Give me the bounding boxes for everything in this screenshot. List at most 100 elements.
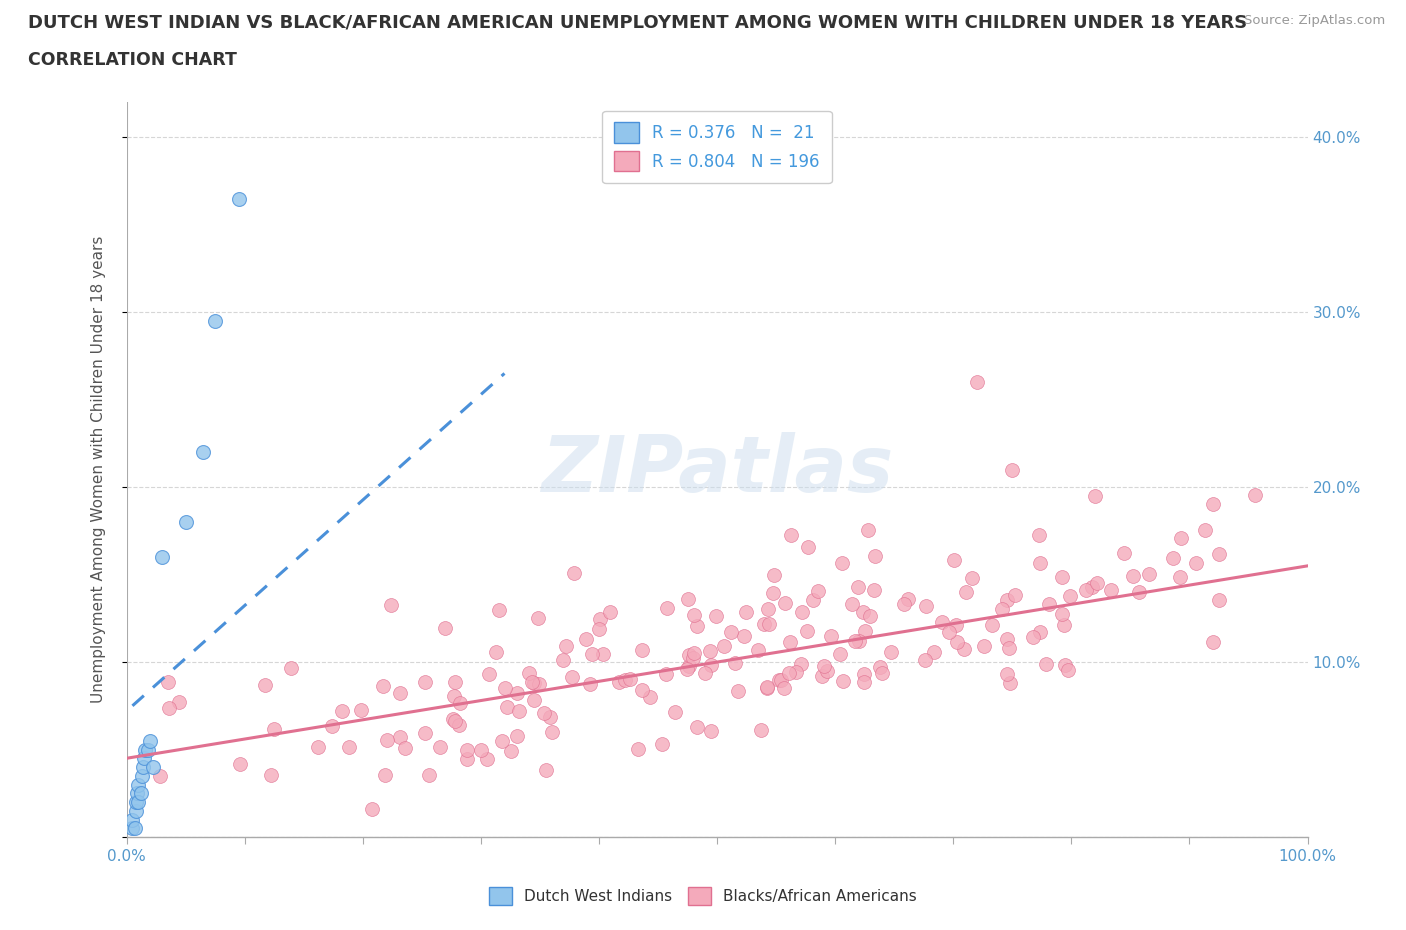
Point	[973, 638, 995, 653]
Point	[228, 191, 250, 206]
Point	[844, 633, 866, 648]
Point	[862, 583, 884, 598]
Point	[127, 786, 149, 801]
Point	[695, 666, 717, 681]
Point	[496, 699, 519, 714]
Point	[321, 718, 343, 733]
Point	[914, 653, 936, 668]
Legend: Dutch West Indians, Blacks/African Americans: Dutch West Indians, Blacks/African Ameri…	[482, 879, 924, 913]
Point	[579, 677, 602, 692]
Point	[561, 670, 583, 684]
Point	[443, 688, 465, 703]
Point	[869, 659, 891, 674]
Point	[589, 612, 612, 627]
Point	[686, 619, 709, 634]
Point	[685, 720, 707, 735]
Point	[121, 812, 143, 827]
Point	[626, 742, 648, 757]
Y-axis label: Unemployment Among Women with Children Under 18 years: Unemployment Among Women with Children U…	[91, 236, 105, 703]
Point	[434, 620, 457, 635]
Point	[506, 729, 529, 744]
Point	[1139, 566, 1161, 581]
Point	[447, 718, 470, 733]
Point	[555, 638, 578, 653]
Point	[551, 653, 574, 668]
Point	[374, 767, 396, 782]
Point	[915, 598, 938, 613]
Point	[1202, 497, 1225, 512]
Point	[538, 710, 561, 724]
Point	[129, 786, 152, 801]
Point	[307, 740, 329, 755]
Text: CORRELATION CHART: CORRELATION CHART	[28, 51, 238, 69]
Point	[638, 690, 661, 705]
Point	[157, 701, 180, 716]
Point	[1161, 551, 1184, 565]
Point	[522, 674, 544, 689]
Point	[811, 669, 834, 684]
Point	[846, 579, 869, 594]
Point	[938, 624, 960, 639]
Point	[762, 568, 785, 583]
Point	[727, 684, 749, 698]
Point	[1074, 583, 1097, 598]
Point	[349, 703, 371, 718]
Point	[127, 794, 149, 809]
Point	[523, 692, 546, 707]
Point	[1028, 528, 1050, 543]
Point	[997, 666, 1019, 681]
Point	[229, 756, 252, 771]
Point	[773, 680, 796, 695]
Point	[1004, 587, 1026, 602]
Point	[517, 665, 540, 680]
Point	[204, 313, 226, 328]
Point	[813, 658, 835, 673]
Point	[254, 678, 277, 693]
Point	[456, 751, 478, 766]
Point	[124, 821, 146, 836]
Point	[682, 650, 704, 665]
Point	[149, 769, 172, 784]
Point	[599, 604, 621, 619]
Point	[962, 570, 984, 585]
Point	[700, 724, 723, 738]
Point	[1244, 487, 1267, 502]
Point	[952, 641, 974, 656]
Point	[995, 592, 1018, 607]
Point	[981, 618, 1004, 632]
Point	[946, 635, 969, 650]
Point	[1084, 488, 1107, 503]
Point	[1001, 462, 1024, 477]
Point	[998, 641, 1021, 656]
Point	[1112, 545, 1135, 560]
Point	[134, 742, 156, 757]
Point	[734, 605, 756, 620]
Point	[780, 527, 803, 542]
Point	[388, 730, 411, 745]
Point	[720, 625, 742, 640]
Point	[945, 618, 967, 632]
Point	[529, 676, 551, 691]
Point	[832, 673, 855, 688]
Point	[841, 596, 863, 611]
Point	[488, 603, 510, 618]
Point	[773, 595, 796, 610]
Point	[678, 648, 700, 663]
Point	[526, 611, 548, 626]
Point	[779, 634, 801, 649]
Point	[790, 657, 813, 671]
Point	[174, 514, 197, 529]
Point	[360, 802, 382, 817]
Point	[851, 604, 873, 619]
Point	[675, 661, 697, 676]
Point	[768, 672, 790, 687]
Point	[371, 678, 394, 693]
Point	[588, 622, 610, 637]
Point	[592, 646, 614, 661]
Point	[706, 608, 728, 623]
Point	[1194, 523, 1216, 538]
Point	[1128, 585, 1150, 600]
Point	[955, 584, 977, 599]
Point	[752, 617, 775, 631]
Point	[1208, 547, 1230, 562]
